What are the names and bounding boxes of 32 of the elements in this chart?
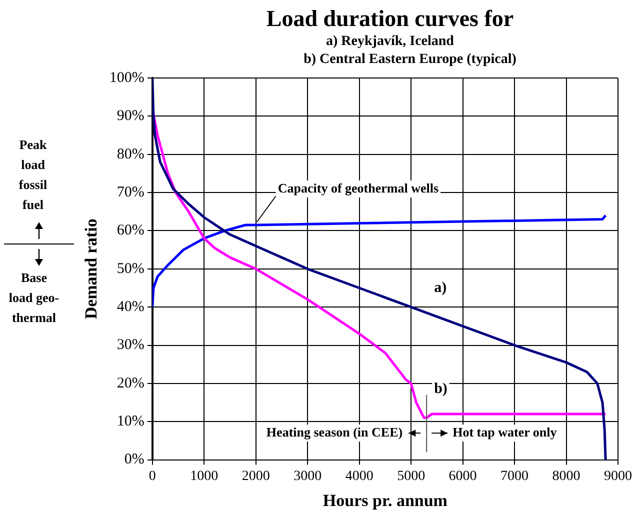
x-tick-label: 2000 [242,468,270,484]
y-tick-label: 90% [116,108,144,124]
x-tick-label: 1000 [190,468,218,484]
annotation: Capacity of geothermal wells [278,180,439,196]
chart-title: Load duration curves for [265,6,515,32]
annotation: b) [434,381,448,398]
x-tick-label: 0 [148,468,156,484]
text: Peak load fossil fuel [18,136,48,214]
x-tick-label: 6000 [448,468,477,484]
annotation: a) [434,280,447,296]
y-tick-label: 70% [116,184,144,200]
annotation: Hot tap water only [452,424,558,440]
y-tick-label: 10% [116,414,144,430]
x-tick-label: 8000 [552,468,580,484]
y-tick-label: 40% [116,299,144,316]
x-tick-label: 3000 [294,468,322,484]
x-axis-title: Hours pr. annum [322,491,448,510]
x-tick-label: 4000 [345,468,374,484]
y-tick-label: 20% [116,375,144,392]
y-tick-label: 100% [109,70,144,86]
x-tick-label: 7000 [500,468,529,484]
y-tick-label: 50% [116,260,144,277]
y-tick-label: 60% [116,222,144,239]
text: Base load geo-thermal [8,269,60,327]
y-tick-label: 0% [124,452,144,468]
x-tick-label: 5000 [397,468,426,484]
y-tick-label: 30% [116,337,144,354]
chart-subtitle: a) Reykjavík, Iceland b) Central Eastern Europe (typical) [302,34,518,68]
y-tick-label: 80% [116,146,144,162]
x-tick-label: 9000 [604,468,632,484]
y-axis-title: Demand ratio [82,218,101,320]
annotation: Heating season (in CEE) [266,424,403,440]
